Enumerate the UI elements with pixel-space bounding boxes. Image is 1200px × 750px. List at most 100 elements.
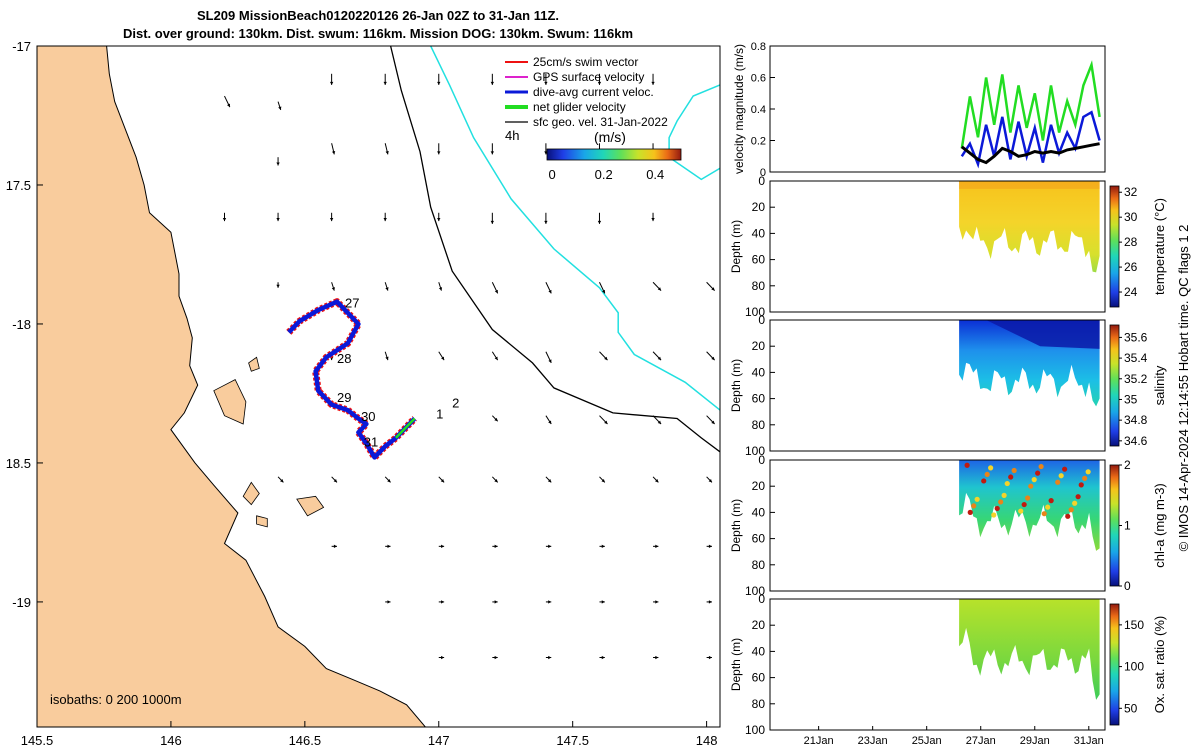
velocity-vector [437, 212, 441, 222]
isobath-1000m-north [668, 84, 720, 181]
day-labels: 27 28 29 30 31 12 [337, 295, 459, 449]
chl-sample [991, 512, 997, 518]
depth-tick-label: 20 [752, 339, 766, 353]
section-data [959, 460, 1100, 551]
island [256, 515, 268, 528]
map-y-ticks: -17 17.5 -18 18.5 -19 [6, 39, 43, 610]
net-velocity-tail [395, 417, 416, 439]
velocity-y-ticks: 0 0.2 0.4 0.6 0.8 [751, 41, 775, 179]
colorbar-tick-label: 0.2 [595, 167, 613, 182]
velocity-y-tick-label: 0.6 [751, 73, 766, 85]
legend-swim-vector: 25cm/s swim vector [533, 55, 638, 69]
depth-tick-label: 40 [752, 365, 766, 379]
depth-tick-label: 0 [758, 592, 765, 606]
map-x-tick-label: 146 [160, 733, 182, 748]
velocity-vector [651, 73, 655, 85]
velocity-vector [438, 476, 445, 483]
velocity-vector [438, 655, 445, 660]
chl-sample [988, 465, 994, 471]
velocity-vector [490, 143, 495, 155]
time-tick-label: 27Jan [966, 735, 996, 747]
section-frame [769, 459, 1106, 592]
section-frame [769, 180, 1106, 313]
surface-geostrophic-vectors [222, 73, 716, 660]
depth-tick-label: 100 [745, 305, 765, 319]
legend-time-label: 4h [505, 128, 519, 143]
chl-sample [1011, 467, 1017, 474]
map-x-tick-label: 145.5 [21, 733, 54, 748]
velocity-vector [545, 544, 552, 549]
map-x-tick-label: 148 [696, 733, 718, 748]
isobath-200m [389, 46, 720, 453]
isobath-1000m [430, 46, 720, 411]
colorbar-tick-label: 24 [1124, 285, 1138, 299]
velocity-vector [385, 600, 391, 604]
depth-tick-label: 60 [752, 532, 766, 546]
island [242, 481, 260, 506]
time-axis: 21Jan 23Jan 25Jan 27Jan 29Jan 31Jan [804, 726, 1104, 747]
section-data [959, 181, 1100, 273]
velocity-vector [491, 415, 499, 422]
map-y-tick-label: 18.5 [6, 456, 31, 471]
depth-tick-label: 0 [758, 453, 765, 467]
colorbar-tick-label: 1 [1124, 519, 1131, 533]
velocity-vector [491, 282, 499, 294]
velocity-vector [706, 655, 712, 660]
colorbar-tick-label: 35 [1124, 392, 1138, 406]
velocity-vector [599, 282, 606, 294]
chl-sample [974, 496, 980, 502]
chl-sample [1008, 474, 1014, 480]
velocity-vector [276, 282, 280, 288]
depth-tick-label: 100 [745, 444, 765, 458]
warm-surface-layer [959, 181, 1100, 189]
velocity-vector [491, 351, 499, 361]
velocity-vector [545, 655, 552, 660]
chl-sample [1021, 501, 1027, 508]
velocity-vector [652, 476, 659, 483]
depth-tick-label: 80 [752, 558, 766, 572]
depth-tick-label: 20 [752, 618, 766, 632]
velocity-vector [329, 73, 334, 85]
swim-vectors-track [286, 298, 418, 461]
isobaths-label: isobaths: 0 200 1000m [50, 692, 182, 707]
section-colorbar [1109, 324, 1120, 447]
section-chl-a: 0 20 40 60 80 100 Depth (m) 0 1 2 chl-a (mg m-3) [729, 453, 1167, 598]
velocity-vector [599, 655, 605, 660]
velocity-y-tick-label: 0.2 [751, 136, 766, 148]
velocity-vector [599, 415, 608, 425]
depth-tick-label: 20 [752, 200, 766, 214]
time-tick-label: 21Jan [804, 735, 834, 747]
velocity-vector [544, 212, 548, 224]
time-tick-label: 25Jan [912, 735, 942, 747]
velocity-vector [224, 95, 231, 108]
map-panel: 27 28 29 30 31 12 145.5 146 146.5 147 147.5 148 -1… [6, 39, 721, 748]
section-salinity: 0 20 40 60 80 100 Depth (m) 34.6 34.8 35 35.2 35.4 3… [729, 313, 1167, 458]
velocity-vector [545, 282, 552, 294]
chl-sample [964, 462, 970, 468]
island [248, 356, 260, 372]
velocity-vector [597, 212, 602, 224]
section-frame [769, 319, 1106, 452]
section-colorbar [1109, 603, 1120, 726]
depth-tick-label: 80 [752, 279, 766, 293]
chl-sample [1031, 477, 1037, 483]
colorbar-tick-label: 0 [1124, 579, 1131, 593]
colorbar-label: Ox. sat. ratio (%) [1152, 616, 1167, 714]
velocity-vector [492, 544, 498, 549]
chl-sample [1028, 483, 1034, 489]
velocity-vector [545, 415, 552, 425]
chl-sample [998, 499, 1004, 505]
speed-colorbar [546, 148, 682, 161]
velocity-vector [329, 212, 334, 222]
velocity-vector [222, 212, 227, 222]
chl-sample [1055, 479, 1061, 485]
velocity-vector [437, 143, 441, 155]
depth-label: Depth (m) [729, 499, 743, 552]
velocity-vector [438, 600, 445, 604]
velocity-vector [490, 212, 495, 224]
low-salinity-patch [986, 320, 1100, 349]
chl-sample [1068, 507, 1074, 513]
velocity-vector [277, 476, 284, 483]
chl-sample [1062, 466, 1068, 472]
velocity-vector [384, 143, 389, 155]
